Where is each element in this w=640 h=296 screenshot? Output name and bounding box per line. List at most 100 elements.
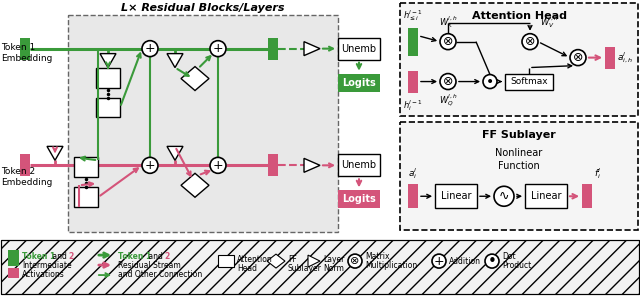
Text: 2: 2 xyxy=(68,252,73,261)
Circle shape xyxy=(483,75,497,89)
Text: FF: FF xyxy=(288,255,297,264)
Text: +: + xyxy=(145,42,156,55)
FancyBboxPatch shape xyxy=(338,74,380,91)
Text: ∿: ∿ xyxy=(499,190,509,203)
Text: •: • xyxy=(488,254,497,268)
FancyBboxPatch shape xyxy=(96,67,120,88)
FancyBboxPatch shape xyxy=(605,47,615,69)
Circle shape xyxy=(348,254,362,268)
Polygon shape xyxy=(267,254,285,268)
Text: Norm: Norm xyxy=(323,264,344,273)
Text: Intermediate: Intermediate xyxy=(22,261,72,270)
Text: Addition: Addition xyxy=(449,257,481,266)
Polygon shape xyxy=(167,147,183,160)
Circle shape xyxy=(210,41,226,57)
Text: and Other Connection: and Other Connection xyxy=(118,270,202,279)
FancyBboxPatch shape xyxy=(400,123,638,230)
FancyBboxPatch shape xyxy=(435,184,477,208)
Text: Sublayer: Sublayer xyxy=(288,264,322,273)
Text: $W_V^{l,h}$: $W_V^{l,h}$ xyxy=(540,14,559,30)
Text: Token 1
Embedding: Token 1 Embedding xyxy=(1,43,52,63)
Text: ⊗: ⊗ xyxy=(525,35,535,48)
FancyBboxPatch shape xyxy=(74,157,98,177)
Text: Layer: Layer xyxy=(323,255,344,264)
Text: •: • xyxy=(486,75,494,89)
Circle shape xyxy=(142,41,158,57)
FancyBboxPatch shape xyxy=(1,240,639,294)
Text: ⊗: ⊗ xyxy=(443,35,453,48)
FancyBboxPatch shape xyxy=(268,38,278,59)
Text: ⊗: ⊗ xyxy=(350,256,360,266)
Circle shape xyxy=(485,254,499,268)
FancyBboxPatch shape xyxy=(408,28,418,56)
FancyBboxPatch shape xyxy=(8,250,19,266)
Text: Head: Head xyxy=(237,264,257,273)
Text: Activations: Activations xyxy=(22,270,65,279)
Polygon shape xyxy=(100,54,116,67)
Circle shape xyxy=(570,50,586,66)
Circle shape xyxy=(210,157,226,173)
Text: +: + xyxy=(212,159,223,172)
Text: Linear: Linear xyxy=(441,191,471,201)
Text: Unemb: Unemb xyxy=(341,160,376,170)
Text: Product: Product xyxy=(502,261,531,270)
Text: $h^{l-1}_{\leq i}$: $h^{l-1}_{\leq i}$ xyxy=(403,8,423,23)
Polygon shape xyxy=(304,42,320,56)
FancyBboxPatch shape xyxy=(268,155,278,176)
FancyBboxPatch shape xyxy=(525,184,567,208)
Text: Token 2
Embedding: Token 2 Embedding xyxy=(1,167,52,187)
FancyBboxPatch shape xyxy=(582,184,592,208)
FancyBboxPatch shape xyxy=(218,255,234,267)
Text: Unemb: Unemb xyxy=(341,44,376,54)
FancyBboxPatch shape xyxy=(20,38,30,59)
Text: $a^l_{i,h}$: $a^l_{i,h}$ xyxy=(617,51,633,65)
Polygon shape xyxy=(304,158,320,172)
Text: L× Residual Blocks/Layers: L× Residual Blocks/Layers xyxy=(121,3,285,13)
Text: FF Sublayer: FF Sublayer xyxy=(482,131,556,140)
Text: $W_K^{l,h}$: $W_K^{l,h}$ xyxy=(438,14,458,30)
FancyBboxPatch shape xyxy=(8,268,19,278)
Circle shape xyxy=(440,74,456,89)
Text: Residual Stream: Residual Stream xyxy=(118,261,180,270)
Text: Logits: Logits xyxy=(342,78,376,88)
Text: $W_Q^{l,h}$: $W_Q^{l,h}$ xyxy=(438,93,458,108)
Polygon shape xyxy=(167,54,183,67)
Text: Logits: Logits xyxy=(342,194,376,204)
Circle shape xyxy=(494,186,514,206)
FancyBboxPatch shape xyxy=(74,187,98,207)
Circle shape xyxy=(440,34,456,50)
Text: Token 1: Token 1 xyxy=(22,252,55,261)
Text: Multiplication: Multiplication xyxy=(365,261,417,270)
Circle shape xyxy=(142,157,158,173)
FancyBboxPatch shape xyxy=(338,190,380,208)
FancyBboxPatch shape xyxy=(20,155,30,176)
Text: 2: 2 xyxy=(164,252,169,261)
Text: Token 1: Token 1 xyxy=(118,252,151,261)
FancyBboxPatch shape xyxy=(408,184,418,208)
FancyBboxPatch shape xyxy=(338,38,380,59)
Text: Softmax: Softmax xyxy=(510,77,548,86)
Text: $a^l_i$: $a^l_i$ xyxy=(408,166,418,181)
Text: Linear: Linear xyxy=(531,191,561,201)
Text: and: and xyxy=(50,252,69,261)
Text: Nonlinear
Function: Nonlinear Function xyxy=(495,148,543,171)
Text: $f^l_i$: $f^l_i$ xyxy=(594,166,602,181)
Circle shape xyxy=(522,34,538,50)
Text: ⊗: ⊗ xyxy=(443,75,453,88)
Text: +: + xyxy=(145,159,156,172)
FancyBboxPatch shape xyxy=(408,70,418,93)
FancyBboxPatch shape xyxy=(68,15,338,232)
Text: Matrix: Matrix xyxy=(365,252,390,261)
Polygon shape xyxy=(181,67,209,91)
FancyBboxPatch shape xyxy=(400,3,638,116)
Text: +: + xyxy=(212,42,223,55)
Text: Dot: Dot xyxy=(502,252,516,261)
Text: and: and xyxy=(146,252,165,261)
FancyBboxPatch shape xyxy=(505,74,553,89)
Text: $h^{l-1}_{i}$: $h^{l-1}_{i}$ xyxy=(403,99,423,113)
Polygon shape xyxy=(308,255,320,267)
Text: ⊗: ⊗ xyxy=(573,51,583,64)
Polygon shape xyxy=(181,173,209,197)
Text: +: + xyxy=(434,255,444,268)
Polygon shape xyxy=(47,147,63,160)
